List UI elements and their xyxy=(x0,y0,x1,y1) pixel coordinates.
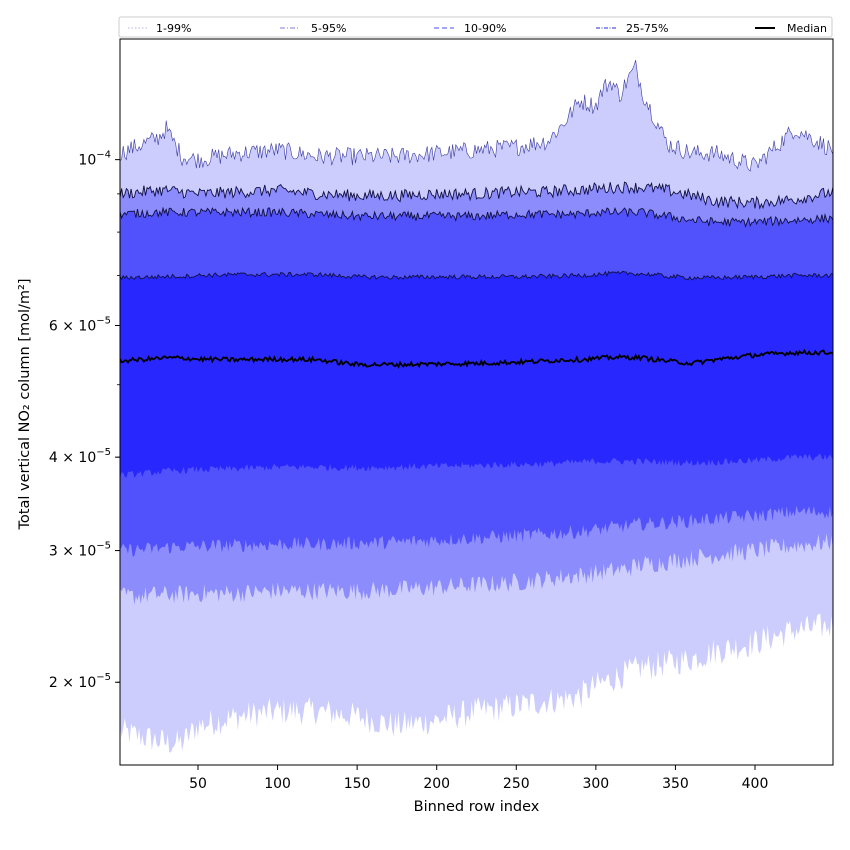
y-tick-exponent: −5 xyxy=(96,447,111,458)
legend-label-10-90pct: 10-90% xyxy=(464,22,506,35)
y-tick-label: 4 × 10−5 xyxy=(49,447,111,466)
plot-frame xyxy=(119,38,834,766)
x-tick-label: 250 xyxy=(503,776,530,792)
plot-area xyxy=(120,60,833,753)
legend-label-5-95pct: 5-95% xyxy=(311,22,346,35)
y-tick-mantissa: 3 × 10 xyxy=(49,544,96,560)
y-tick-exponent: −4 xyxy=(96,150,111,161)
band-edge-10-90pct xyxy=(120,206,833,228)
band-edge-5-95pct xyxy=(120,181,833,210)
y-tick-label: 6 × 10−5 xyxy=(49,316,111,335)
y-tick-exponent: −5 xyxy=(96,316,111,327)
x-tick-label: 350 xyxy=(662,776,689,792)
y-tick-label: 3 × 10−5 xyxy=(49,541,111,560)
y-tick-label: 2 × 10−5 xyxy=(49,672,111,691)
x-tick-label: 300 xyxy=(582,776,609,792)
legend-label-Median: Median xyxy=(787,22,827,35)
median-line xyxy=(120,348,833,369)
y-tick-exponent: −5 xyxy=(96,672,111,683)
y-tick-mantissa: 6 × 10 xyxy=(49,319,96,335)
band-edge-1-99pct xyxy=(120,60,833,172)
x-tick-label: 100 xyxy=(264,776,291,792)
x-tick-label: 400 xyxy=(742,776,769,792)
y-tick-mantissa: 10 xyxy=(78,153,96,169)
legend-box xyxy=(118,16,833,38)
legend-label-25-75pct: 25-75% xyxy=(626,22,668,35)
band-edge-25-75pct xyxy=(120,270,833,281)
x-tick-label: 50 xyxy=(189,776,207,792)
y-tick-label: 10−4 xyxy=(78,150,111,169)
band-25-75pct xyxy=(120,271,833,479)
legend: 1-99% 5-95% 10-90% 25-75% Median xyxy=(118,16,833,38)
legend-label-1-99pct: 1-99% xyxy=(156,22,191,35)
x-tick-label: 200 xyxy=(423,776,450,792)
y-tick-exponent: −5 xyxy=(96,541,111,552)
y-tick-mantissa: 4 × 10 xyxy=(49,450,96,466)
x-tick-label: 150 xyxy=(344,776,371,792)
y-axis-title: Total vertical NO₂ column [mol/m²] xyxy=(17,279,33,531)
x-axis-title: Binned row index xyxy=(414,799,540,815)
y-tick-mantissa: 2 × 10 xyxy=(49,675,96,691)
